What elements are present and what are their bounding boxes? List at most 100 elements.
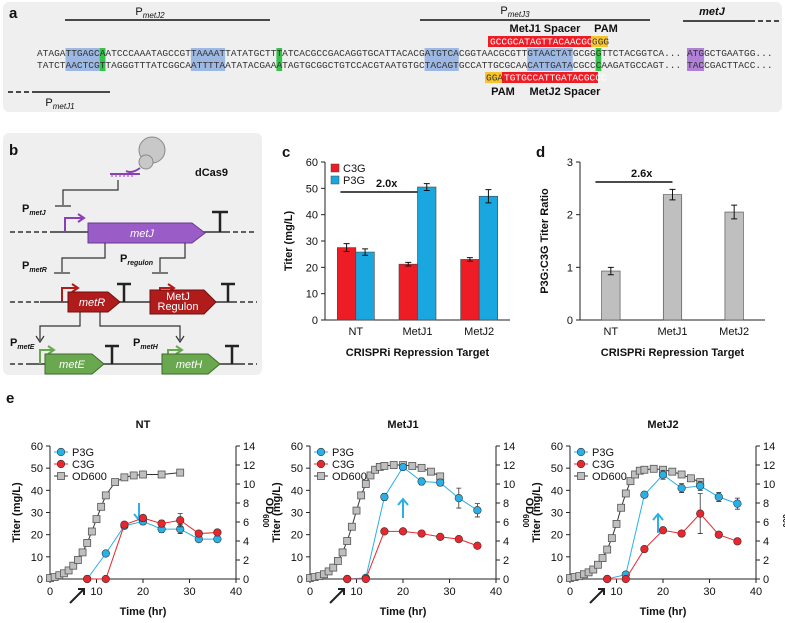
marker [640,465,649,474]
legend-label: P3G [332,447,354,459]
marker [658,470,668,479]
y-axis-label: Titer (mg/L) [271,482,283,543]
y-tick-label: 0 [297,574,303,586]
marker [213,528,222,537]
promoter-arrow [61,283,80,302]
pam-box [591,36,608,47]
gene [149,289,217,315]
marker [389,461,398,469]
y2-tick-label: 10 [503,479,515,491]
y2-tick-label: 14 [503,441,515,453]
marker [157,470,166,479]
x-tick-label: 40 [230,586,242,598]
pam-label: PAM [594,23,618,35]
marker [436,478,445,487]
y2-tick-label: 8 [763,498,769,510]
y-tick-label: 0 [557,574,563,586]
promoter-label: PmetH [133,337,159,351]
y2-tick-label: 0 [763,574,769,586]
y-tick-label: 40 [551,485,563,497]
y2-tick-label: 2 [503,555,509,567]
y2-tick-label: 12 [243,460,255,472]
panel-label: a [9,5,18,22]
y-tick-label: 30 [551,508,563,520]
marker [343,574,352,584]
y-tick-label: 30 [31,508,43,520]
y-tick-label: 20 [31,530,43,542]
y-tick-label: 50 [291,463,303,475]
marker [696,481,705,491]
marker [92,515,101,524]
legend-marker [316,459,326,469]
marker [417,477,426,486]
legend-marker [56,447,66,457]
marker [417,463,426,472]
y2-tick-label: 12 [503,460,515,472]
bar [460,259,480,321]
y-tick-label: 50 [31,463,43,475]
y-tick-label: 30 [306,236,318,248]
x-tick-label: 40 [750,586,762,598]
marker [594,560,602,569]
x-tick-label: 30 [183,586,195,598]
marker [380,527,389,536]
marker [454,534,463,544]
repression-line [54,243,186,274]
marker [658,526,668,535]
x-tick-label: MetJ2 [719,326,749,338]
pam-box [485,72,502,83]
marker [97,502,106,511]
legend-marker [576,447,586,457]
y-tick-label: 3 [567,157,573,169]
y-tick-label: 2 [567,210,573,222]
x-tick-label: 10 [610,586,622,598]
marker [617,503,626,512]
y2-tick-label: 4 [243,536,249,548]
marker [677,529,686,538]
seq-highlight [99,48,106,71]
y-tick-label: 60 [551,441,563,453]
legend-swatch [330,175,340,185]
marker [194,529,203,538]
marker [361,480,370,488]
panel-a-box [3,2,782,112]
legend-label: P3G [72,447,94,459]
y-tick-label: 40 [31,485,43,497]
marker [598,554,607,562]
sequence: ATGGCTGAATGG... [687,48,773,59]
marker [83,574,92,584]
legend-marker [577,472,585,480]
marker [733,537,742,546]
y-tick-label: 0 [37,574,43,586]
pam-seq: GGG [592,37,609,48]
y2-tick-label: 12 [763,460,775,472]
y-tick-label: 20 [551,530,563,542]
y-axis-label: Titer (mg/L) [11,482,23,543]
marker [473,541,482,550]
y-tick-label: 30 [291,508,303,520]
y2-tick-label: 2 [243,555,249,567]
legend-marker [57,472,65,480]
y-tick-label: 60 [291,441,303,453]
promoter-arrow [64,213,86,232]
panel-label: d [536,144,545,161]
spacer-label: MetJ1 Spacer [510,23,582,35]
marker [74,556,82,564]
legend-marker [316,447,326,457]
x-tick-label: MetJ2 [464,326,494,338]
marker [329,563,338,572]
x-tick-label: 0 [567,586,573,598]
marker [101,491,110,500]
bar [417,186,437,321]
y-axis-label: P3G:C3G Titer Ratio [539,188,551,294]
y-tick-label: 10 [291,552,303,564]
error-bar [362,248,369,256]
x-tick-label: 40 [490,586,502,598]
marker [139,470,147,479]
y-tick-label: 10 [551,552,563,564]
pam-label: PAM [491,86,515,98]
y2-tick-label: 6 [763,517,769,529]
error-bar [669,188,676,201]
marker [78,548,87,557]
